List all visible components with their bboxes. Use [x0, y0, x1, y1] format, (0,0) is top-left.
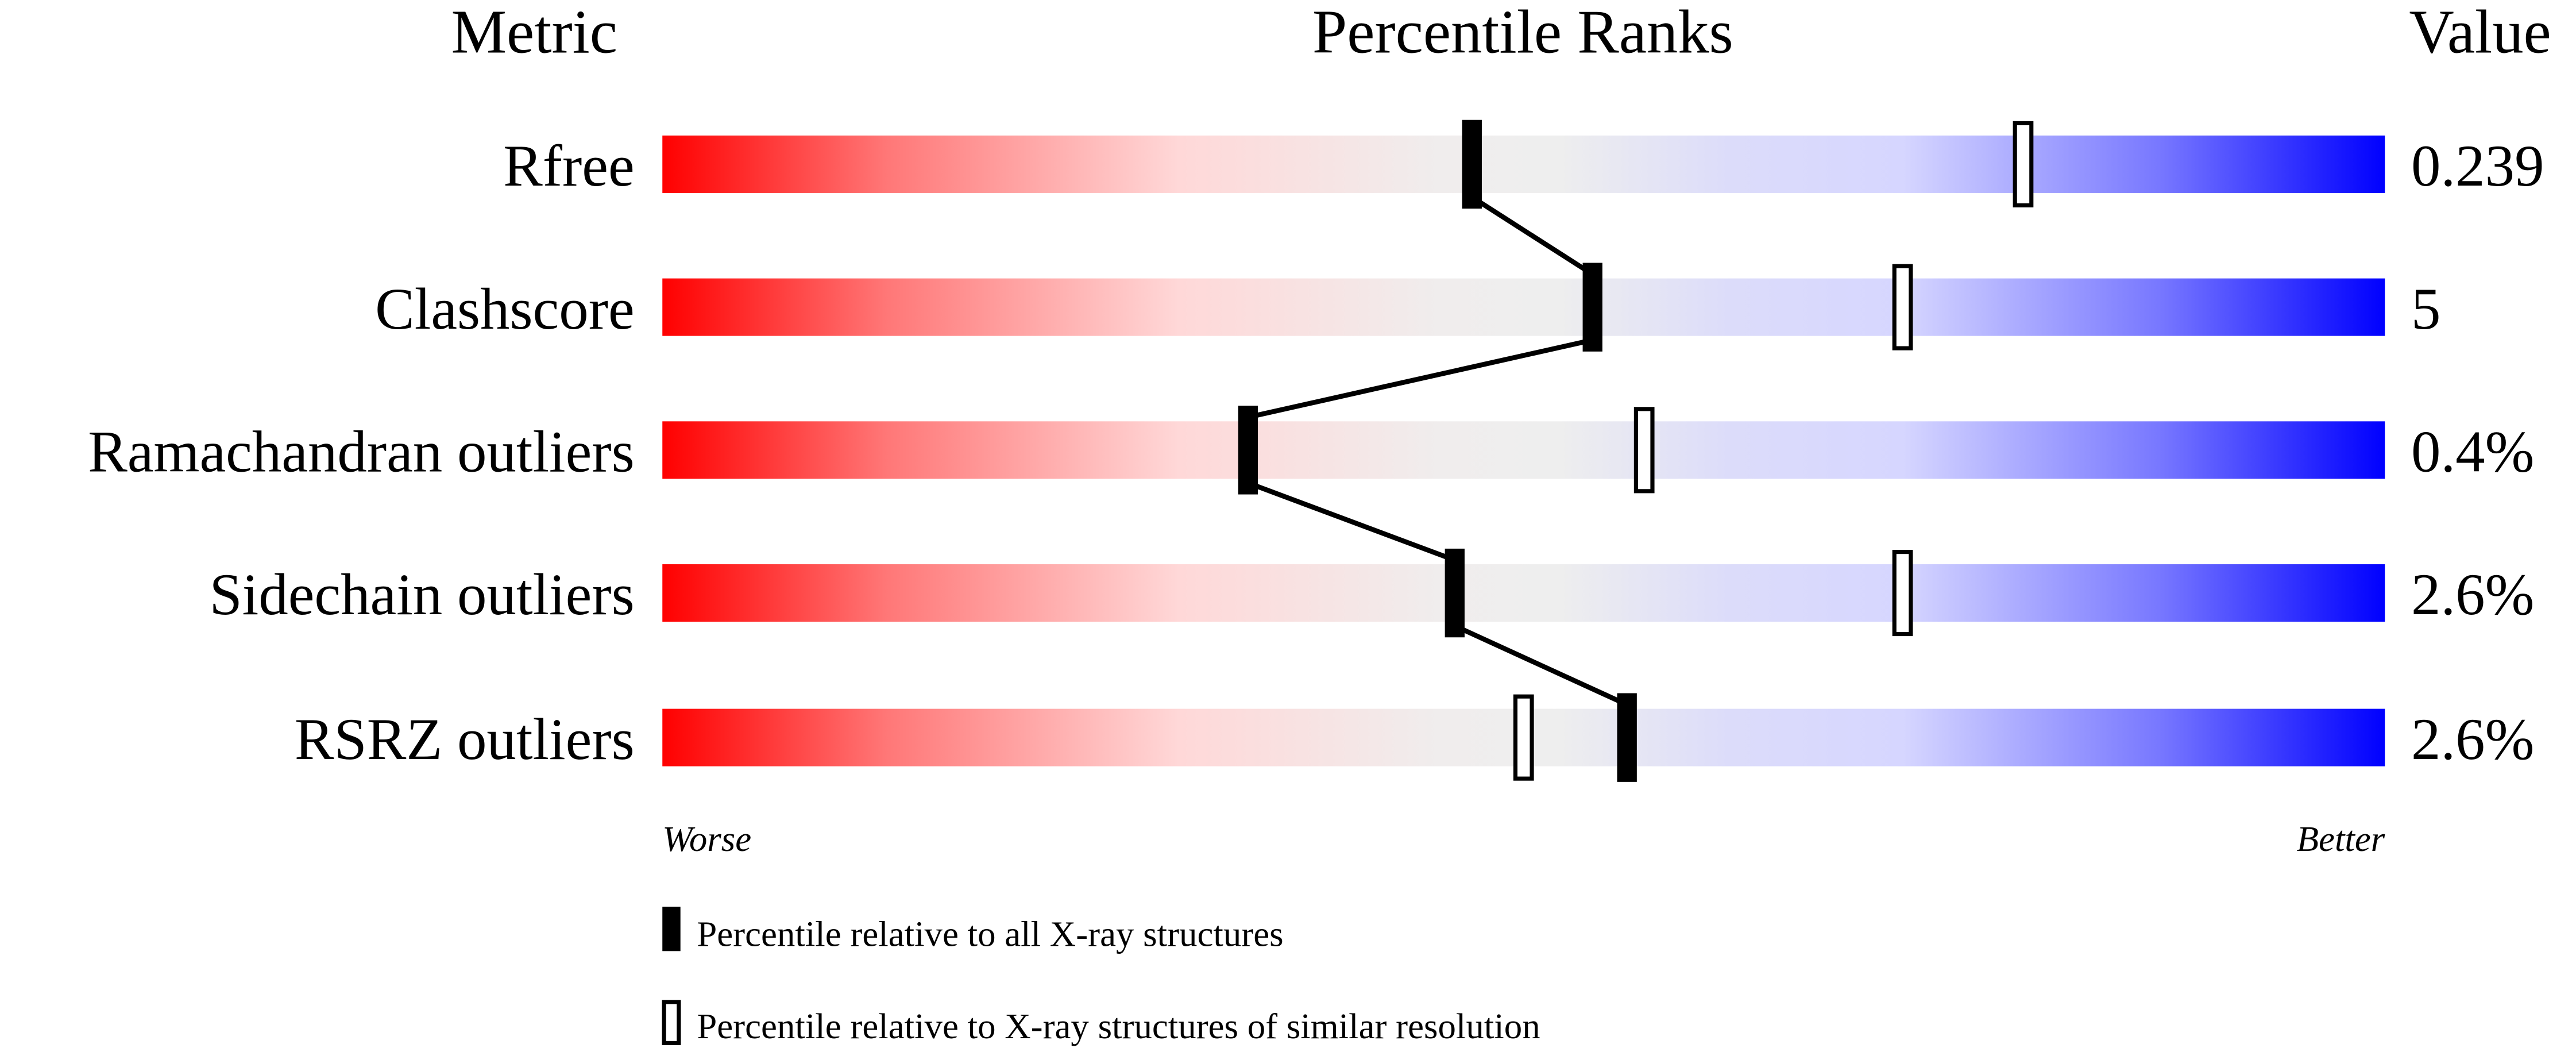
similar-resolution-marker — [1633, 407, 1655, 494]
connector-line — [1247, 480, 1456, 562]
percentile-bar — [662, 135, 2385, 193]
header-value: Value — [2409, 0, 2551, 66]
header-metric: Metric — [451, 0, 617, 66]
connector-line — [1454, 623, 1628, 707]
all-structures-marker — [1445, 548, 1465, 638]
metric-value: 0.4% — [2411, 419, 2534, 485]
connector-line — [1470, 195, 1594, 277]
metric-label: Rfree — [503, 133, 635, 199]
metric-value: 2.6% — [2411, 707, 2534, 772]
similar-resolution-marker — [2013, 121, 2034, 207]
legend-filled-marker — [662, 907, 681, 951]
similar-resolution-marker — [1892, 550, 1913, 637]
percentile-bar — [662, 278, 2385, 336]
metric-value: 0.239 — [2411, 133, 2544, 199]
all-structures-marker — [1582, 263, 1602, 352]
legend-filled-label: Percentile relative to all X-ray structu… — [697, 914, 1283, 954]
similar-resolution-marker — [1892, 264, 1913, 350]
metric-label: Sidechain outliers — [209, 562, 634, 627]
all-structures-marker — [1462, 120, 1482, 209]
metric-label: Clashscore — [375, 276, 635, 342]
percentile-bar — [662, 421, 2385, 479]
metric-value: 5 — [2411, 276, 2440, 342]
percentile-bar — [662, 564, 2385, 622]
metric-label: RSRZ outliers — [295, 707, 635, 772]
header-percentile-ranks: Percentile Ranks — [1312, 0, 1733, 66]
similar-resolution-marker — [1513, 694, 1534, 781]
all-structures-marker — [1617, 693, 1637, 782]
connector-line — [1247, 337, 1593, 420]
legend-open-marker — [662, 1000, 681, 1045]
metric-value: 2.6% — [2411, 562, 2534, 627]
axis-label-better: Better — [2297, 819, 2385, 859]
metric-label: Ramachandran outliers — [88, 419, 635, 485]
axis-label-worse: Worse — [662, 819, 751, 859]
legend-open-label: Percentile relative to X-ray structures … — [697, 1006, 1540, 1046]
all-structures-marker — [1238, 406, 1258, 495]
